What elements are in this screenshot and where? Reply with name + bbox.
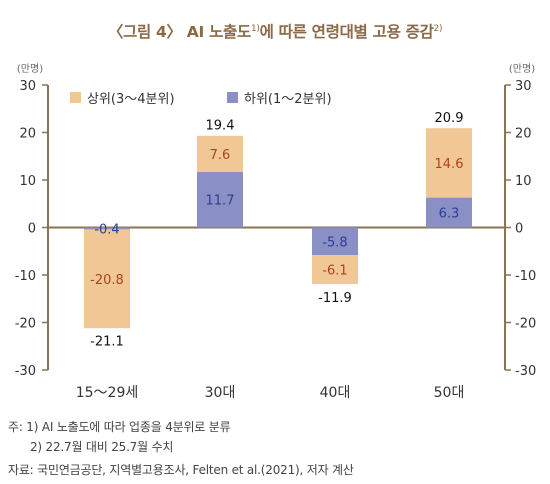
data-label-upper-3: 14.6 — [435, 157, 464, 172]
data-label-lower-3: 6.3 — [439, 207, 460, 222]
bar-upper-2 — [312, 255, 358, 285]
source-note: 자료: 국민연금공단, 지역별고용조사, Felten et al.(2021)… — [8, 463, 354, 477]
y-tick-label-right: 10 — [515, 174, 532, 189]
data-label-upper-0: -20.8 — [90, 273, 124, 288]
data-label-lower-1: 11.7 — [206, 194, 235, 209]
x-tick-label-3: 50대 — [434, 385, 465, 401]
title-footnote-1: 1) — [250, 23, 260, 34]
chart-title: 〈그림 4〉 AI 노출도1)에 따른 연령대별 고용 증감2) — [0, 20, 550, 42]
data-label-upper-1: 7.6 — [210, 148, 231, 163]
data-label-lower-0: -0.4 — [94, 222, 119, 237]
y-unit-right: (만명) — [509, 63, 535, 75]
bar-lower-0 — [84, 227, 130, 230]
x-tick-label-0: 15～29세 — [76, 385, 139, 401]
y-tick-label-left: -10 — [15, 269, 36, 284]
y-tick-label-left: 30 — [19, 79, 36, 94]
data-label-total-1: 19.4 — [206, 118, 235, 133]
y-tick-label-left: 20 — [19, 127, 36, 142]
y-tick-label-right: -20 — [515, 317, 536, 332]
legend-swatch-lower — [227, 92, 238, 103]
bar-lower-1 — [197, 171, 243, 228]
x-tick-label-2: 40대 — [320, 385, 351, 401]
bar-lower-3 — [426, 197, 472, 228]
data-label-lower-2: -5.8 — [322, 235, 347, 250]
bar-upper-3 — [426, 128, 472, 198]
legend-label-upper: 상위(3～4분위) — [87, 92, 175, 107]
y-tick-label-right: -10 — [515, 269, 536, 284]
y-tick-label-left: -30 — [15, 364, 36, 379]
data-label-total-2: -11.9 — [318, 291, 352, 306]
bar-lower-2 — [312, 227, 358, 256]
footnote-2: 2) 22.7월 대비 25.7월 수치 — [30, 440, 174, 454]
data-label-total-3: 20.9 — [435, 111, 464, 126]
data-label-upper-2: -6.1 — [322, 264, 347, 279]
y-tick-label-right: -30 — [515, 364, 536, 379]
y-tick-label-right: 30 — [515, 79, 532, 94]
title-rest: 에 따른 연령대별 고용 증감 — [259, 23, 434, 41]
y-unit-left: (만명) — [17, 63, 43, 75]
x-tick-label-1: 30대 — [205, 385, 236, 401]
title-footnote-2: 2) — [433, 23, 443, 34]
footnote-1: 주: 1) AI 노출도에 따라 업종을 4분위로 분류 — [8, 420, 231, 434]
y-tick-label-left: -20 — [15, 317, 36, 332]
bar-upper-0 — [84, 229, 130, 329]
data-label-total-0: -21.1 — [90, 335, 124, 350]
y-tick-label-right: 20 — [515, 127, 532, 142]
y-tick-label-left: 10 — [19, 174, 36, 189]
y-tick-label-left: 0 — [28, 222, 36, 237]
bar-upper-1 — [197, 135, 243, 172]
title-main: 〈그림 4〉 AI 노출도 — [107, 23, 251, 41]
legend-swatch-upper — [70, 92, 81, 103]
legend-label-lower: 하위(1～2분위) — [244, 92, 332, 107]
y-tick-label-right: 0 — [515, 222, 523, 237]
